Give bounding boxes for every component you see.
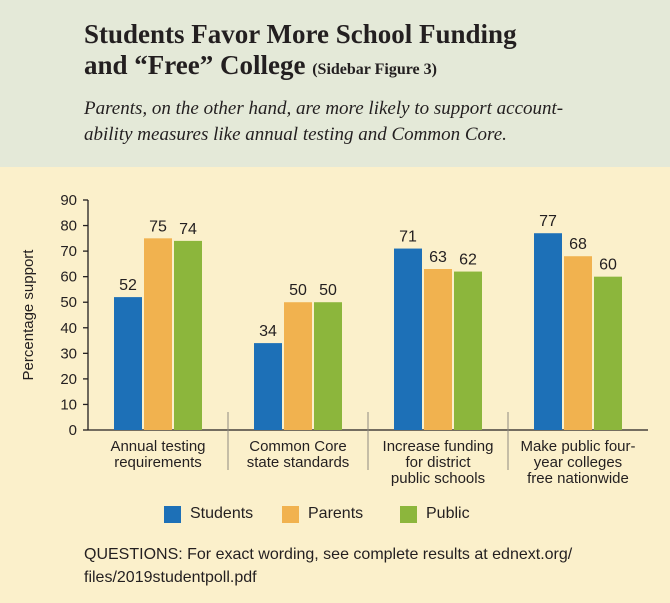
category-label: Annual testing <box>110 438 205 455</box>
subtitle-line-2: ability measures like annual testing and… <box>84 124 507 145</box>
data-label: 68 <box>569 236 587 253</box>
legend-item: Students <box>164 504 253 524</box>
category-label: Increase funding <box>383 438 494 455</box>
data-label: 50 <box>319 282 337 299</box>
y-tick-label: 10 <box>60 396 77 413</box>
bar <box>174 240 202 430</box>
y-tick-label: 50 <box>60 294 77 311</box>
bar <box>114 297 142 430</box>
header-panel: Students Favor More School Funding and “… <box>0 0 670 167</box>
legend-swatch <box>400 505 417 523</box>
legend: Students Parents Public <box>0 500 670 524</box>
bar <box>534 233 562 430</box>
legend-item: Public <box>400 504 470 524</box>
bar <box>424 269 452 430</box>
bar <box>564 256 592 430</box>
data-label: 34 <box>259 323 277 340</box>
category-label: public schools <box>391 470 485 487</box>
title-line-1: Students Favor More School Funding <box>84 19 517 49</box>
questions-note: QUESTIONS: For exact wording, see comple… <box>84 543 654 589</box>
bar <box>594 276 622 430</box>
bar <box>454 271 482 430</box>
legend-item: Parents <box>282 504 363 524</box>
bar <box>254 343 282 430</box>
y-axis-label: Percentage support <box>20 249 37 381</box>
y-tick-label: 70 <box>60 243 77 260</box>
y-tick-label: 30 <box>60 345 77 362</box>
y-tick-label: 90 <box>60 192 77 209</box>
data-label: 62 <box>459 252 477 269</box>
title-line-2: and “Free” College (Sidebar Figure 3) <box>84 50 644 85</box>
subtitle-line-1: Parents, on the other hand, are more lik… <box>84 98 564 119</box>
legend-swatch <box>164 505 181 523</box>
data-label: 63 <box>429 249 447 266</box>
data-label: 52 <box>119 277 137 294</box>
chart-subtitle: Parents, on the other hand, are more lik… <box>84 96 644 148</box>
category-label: Make public four- <box>520 438 635 455</box>
category-label: year colleges <box>534 454 622 471</box>
y-tick-label: 40 <box>60 320 77 337</box>
y-tick-label: 20 <box>60 371 77 388</box>
data-label: 77 <box>539 213 557 230</box>
y-tick-label: 0 <box>69 422 77 439</box>
category-label: requirements <box>114 454 202 471</box>
legend-swatch <box>282 505 299 523</box>
bar-chart: 0 10 20 30 40 50 60 70 80 90 Percentage support 52 7… <box>20 192 648 487</box>
legend-label: Parents <box>308 505 364 522</box>
category-label: state standards <box>247 454 350 471</box>
category-label: Common Core <box>249 438 347 455</box>
data-label: 50 <box>289 282 307 299</box>
bar <box>284 302 312 430</box>
bar <box>314 302 342 430</box>
chart-title: Students Favor More School Funding and “… <box>84 19 644 85</box>
data-label: 71 <box>399 229 417 246</box>
y-tick-label: 60 <box>60 269 77 286</box>
category-label: free nationwide <box>527 470 629 487</box>
legend-label: Students <box>190 505 254 522</box>
bar <box>394 248 422 430</box>
bar <box>144 238 172 430</box>
title-note: (Sidebar Figure 3) <box>312 61 437 78</box>
questions-line-2: files/2019studentpoll.pdf <box>84 569 257 586</box>
legend-label: Public <box>426 505 470 522</box>
data-label: 74 <box>179 221 197 238</box>
title-line-2-text: and “Free” College <box>84 50 306 80</box>
y-tick-label: 80 <box>60 218 77 235</box>
data-label: 75 <box>149 218 167 235</box>
data-label: 60 <box>599 257 617 274</box>
category-label: for district <box>405 454 471 471</box>
questions-line-1: QUESTIONS: For exact wording, see comple… <box>84 546 573 563</box>
